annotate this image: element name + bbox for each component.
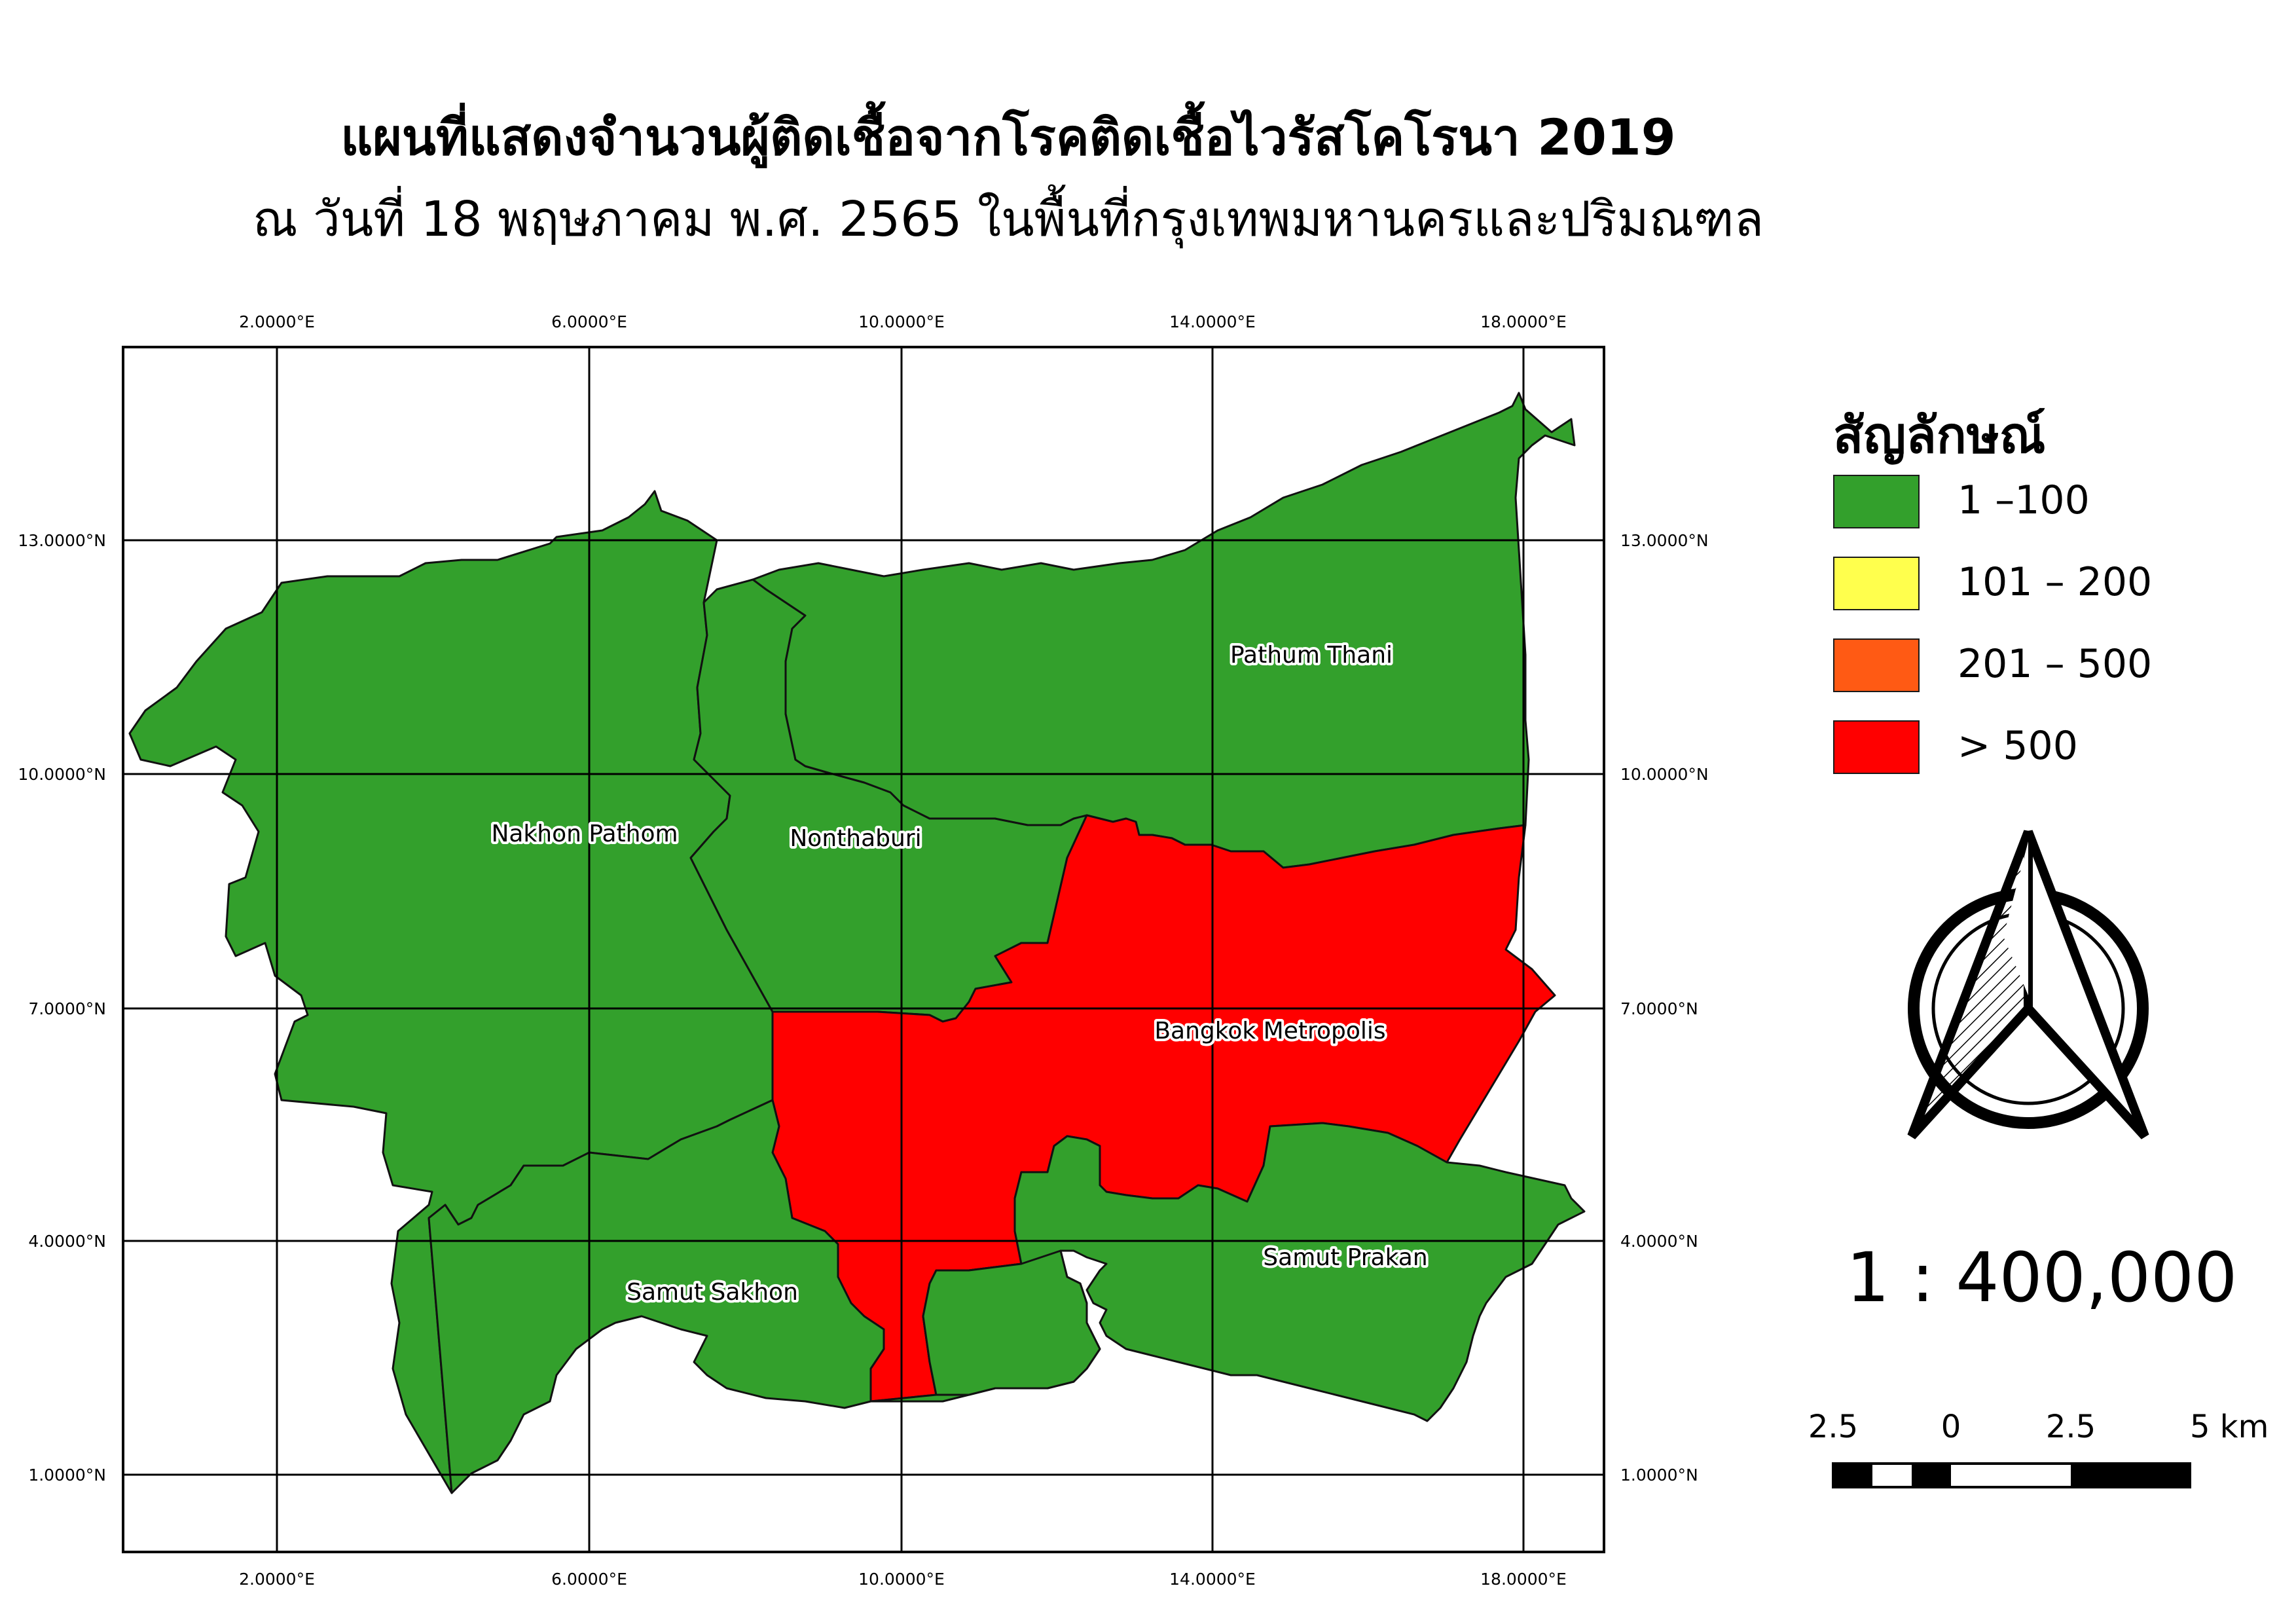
legend-swatch-orange bbox=[1833, 638, 1920, 692]
grid-label-right-y1: 13.0000°N bbox=[1620, 531, 1709, 550]
map-subtitle: ณ วันที่ 18 พฤษภาคม พ.ศ. 2565 ในพื้นที่ก… bbox=[252, 191, 1764, 248]
grid-label-bottom-x5: 18.0000°E bbox=[1480, 1570, 1567, 1589]
legend-label: 201 – 500 bbox=[1958, 641, 2153, 687]
north-arrow-icon bbox=[1907, 830, 2149, 1139]
grid-label-right-y3: 7.0000°N bbox=[1620, 999, 1698, 1018]
grid-label-bottom-x2: 6.0000°E bbox=[551, 1570, 627, 1589]
region-label-pathum-thani: Pathum Thani bbox=[1230, 642, 1393, 669]
region-label-samut-prakan: Samut Prakan bbox=[1263, 1244, 1427, 1271]
map-title: แผนที่แสดงจำนวนผู้ติดเชื้อจากโรคติดเชื้อ… bbox=[340, 108, 1676, 166]
grid-label-left-y1: 13.0000°N bbox=[18, 531, 106, 550]
legend-swatch-red bbox=[1833, 720, 1920, 774]
grid-label-bottom-x3: 10.0000°E bbox=[858, 1570, 945, 1589]
grid-label-top-x1: 2.0000°E bbox=[239, 312, 315, 331]
grid-label-top-x2: 6.0000°E bbox=[551, 312, 627, 331]
grid-label-bottom-x4: 14.0000°E bbox=[1169, 1570, 1256, 1589]
legend-swatch-green bbox=[1833, 475, 1920, 528]
grid-label-top-x4: 14.0000°E bbox=[1169, 312, 1256, 331]
region-label-nonthaburi: Nonthaburi bbox=[790, 825, 921, 852]
grid-label-left-y4: 4.0000°N bbox=[28, 1232, 106, 1251]
region-label-bangkok-metropolis: Bangkok Metropolis bbox=[1154, 1018, 1385, 1044]
legend-label: 1 –100 bbox=[1958, 477, 2090, 523]
scale-bar: 2.5 0 2.5 5 km bbox=[1808, 1409, 2269, 1488]
grid-label-right-y5: 1.0000°N bbox=[1620, 1466, 1698, 1485]
grid-label-top-x5: 18.0000°E bbox=[1480, 312, 1567, 331]
region-pathum-thani[interactable] bbox=[752, 392, 1576, 869]
region-label-nakhon-pathom: Nakhon Pathom bbox=[491, 821, 678, 847]
legend-label: 101 – 200 bbox=[1958, 559, 2153, 605]
legend-swatch-yellow bbox=[1833, 557, 1920, 610]
scale-ratio: 1 : 400,000 bbox=[1846, 1238, 2238, 1318]
legend-label: > 500 bbox=[1958, 723, 2078, 769]
scale-label-zero: 0 bbox=[1941, 1409, 1961, 1445]
region-samut-sakhon[interactable] bbox=[428, 1099, 885, 1494]
grid-label-left-y5: 1.0000°N bbox=[28, 1466, 106, 1485]
scale-label-mid: 2.5 bbox=[2046, 1409, 2096, 1445]
region-label-samut-sakhon: Samut Sakhon bbox=[627, 1279, 798, 1306]
graticule bbox=[122, 346, 1605, 1553]
legend-title: สัญลักษณ์ bbox=[1833, 406, 2046, 464]
grid-label-top-x3: 10.0000°E bbox=[858, 312, 945, 331]
grid-label-right-y4: 4.0000°N bbox=[1620, 1232, 1698, 1251]
grid-label-bottom-x1: 2.0000°E bbox=[239, 1570, 315, 1589]
scale-label-left: 2.5 bbox=[1808, 1409, 1858, 1445]
grid-label-right-y2: 10.0000°N bbox=[1620, 765, 1709, 784]
grid-label-left-y3: 7.0000°N bbox=[28, 999, 106, 1018]
grid-label-left-y2: 10.0000°N bbox=[18, 765, 106, 784]
map-regions bbox=[128, 392, 1586, 1494]
region-island bbox=[922, 1249, 1101, 1396]
scale-label-end: 5 km bbox=[2190, 1409, 2269, 1445]
